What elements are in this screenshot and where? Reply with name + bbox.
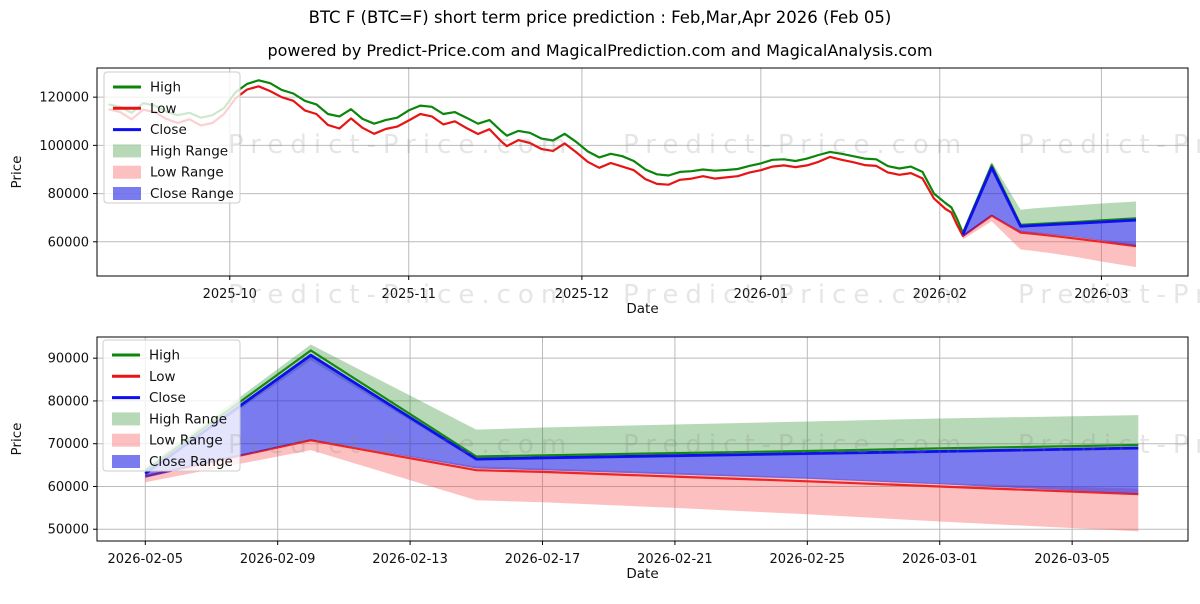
legend-label: High Range: [149, 411, 227, 427]
high-range-legend-swatch: [113, 144, 141, 158]
x-tick-label: 2025-11: [382, 287, 436, 302]
legend-label: Low Range: [150, 165, 224, 181]
y-axis-label: Price: [9, 156, 25, 189]
x-tick-label: 2026-03-05: [1034, 552, 1110, 567]
low-range-band: [145, 440, 1139, 532]
y-tick-label: 90000: [48, 352, 89, 367]
tick-labels: 50000 60000 70000 80000 90000 2026-02-05 2026-…: [48, 352, 1110, 567]
y-tick-label: 80000: [48, 394, 89, 409]
x-tick-label: 2026-02-05: [107, 552, 183, 567]
legend-label: Low: [150, 101, 177, 117]
x-tick-label: 2026-02-09: [240, 552, 316, 567]
plot-border: [96, 67, 1189, 277]
plot-border: [96, 336, 1189, 542]
close-range-band: [145, 355, 1139, 494]
high-range-legend-swatch: [112, 412, 140, 426]
x-axis-label: Date: [626, 301, 658, 317]
y-tick-label: 60000: [48, 235, 89, 250]
tick-labels: 60000 80000 100000 120000 2025-10 2025-11 2025…: [39, 91, 1128, 302]
y-tick-label: 80000: [48, 187, 89, 202]
figure-title: BTC F (BTC=F) short term price predictio…: [308, 8, 892, 27]
high-range-band: [145, 344, 1139, 475]
legend: High Low Close High Range Low Range Close Ran…: [103, 71, 241, 204]
legend-label: Close: [150, 122, 187, 138]
y-tick-label: 100000: [39, 139, 89, 154]
x-tick-label: 2026-02-13: [372, 552, 448, 567]
y-tick-label: 120000: [39, 91, 89, 106]
legend-label: Low: [149, 369, 176, 385]
y-tick-label: 60000: [48, 480, 89, 495]
x-tick-label: 2026-02: [913, 287, 967, 302]
high-line: [144, 349, 1139, 472]
close-range-band: [962, 167, 1136, 246]
close-line: [144, 353, 1139, 475]
x-axis-label: Date: [626, 566, 658, 582]
close-range-legend-swatch: [113, 187, 141, 200]
low-range-legend-swatch: [112, 433, 140, 447]
legend-label: High: [149, 348, 180, 364]
x-tick-label: 2025-10: [203, 287, 257, 302]
legend-label: Close Range: [150, 186, 234, 202]
legend-label: Low Range: [149, 433, 223, 449]
x-tick-label: 2026-01: [734, 287, 788, 302]
legend-box: [103, 71, 241, 204]
x-tick-label: 2025-12: [555, 287, 609, 302]
close-line: [961, 166, 1137, 236]
x-tick-label: 2026-02-17: [505, 552, 581, 567]
high-line: [108, 79, 1137, 234]
close-range-legend-swatch: [112, 455, 140, 468]
legend: High Low Close High Range Low Range Close Ran…: [102, 339, 241, 472]
low-line: [145, 439, 1139, 496]
y-tick-label: 50000: [48, 523, 89, 538]
low-line: [108, 85, 1137, 248]
legend-label: High: [150, 80, 181, 96]
x-tick-label: 2026-03: [1074, 287, 1128, 302]
legend-label: High Range: [150, 143, 228, 159]
y-axis-label: Price: [9, 423, 25, 456]
chart-history-and-forecast: 60000 80000 100000 120000 2025-10 2025-11 2025…: [9, 67, 1189, 317]
legend-box: [102, 339, 241, 472]
x-tick-label: 2026-02-25: [770, 552, 846, 567]
low-range-band: [962, 215, 1136, 268]
legend-label: Close Range: [149, 454, 233, 470]
low-range-legend-swatch: [113, 165, 141, 179]
y-tick-label: 70000: [48, 437, 89, 452]
figure-subtitle: powered by Predict-Price.com and Magical…: [267, 41, 933, 60]
high-range-band: [962, 161, 1136, 235]
chart-forecast-detail: 50000 60000 70000 80000 90000 2026-02-05 2026-…: [9, 336, 1189, 582]
x-tick-label: 2026-03-01: [902, 552, 978, 567]
legend-label: Close: [149, 390, 186, 406]
x-tick-label: 2026-02-21: [637, 552, 713, 567]
